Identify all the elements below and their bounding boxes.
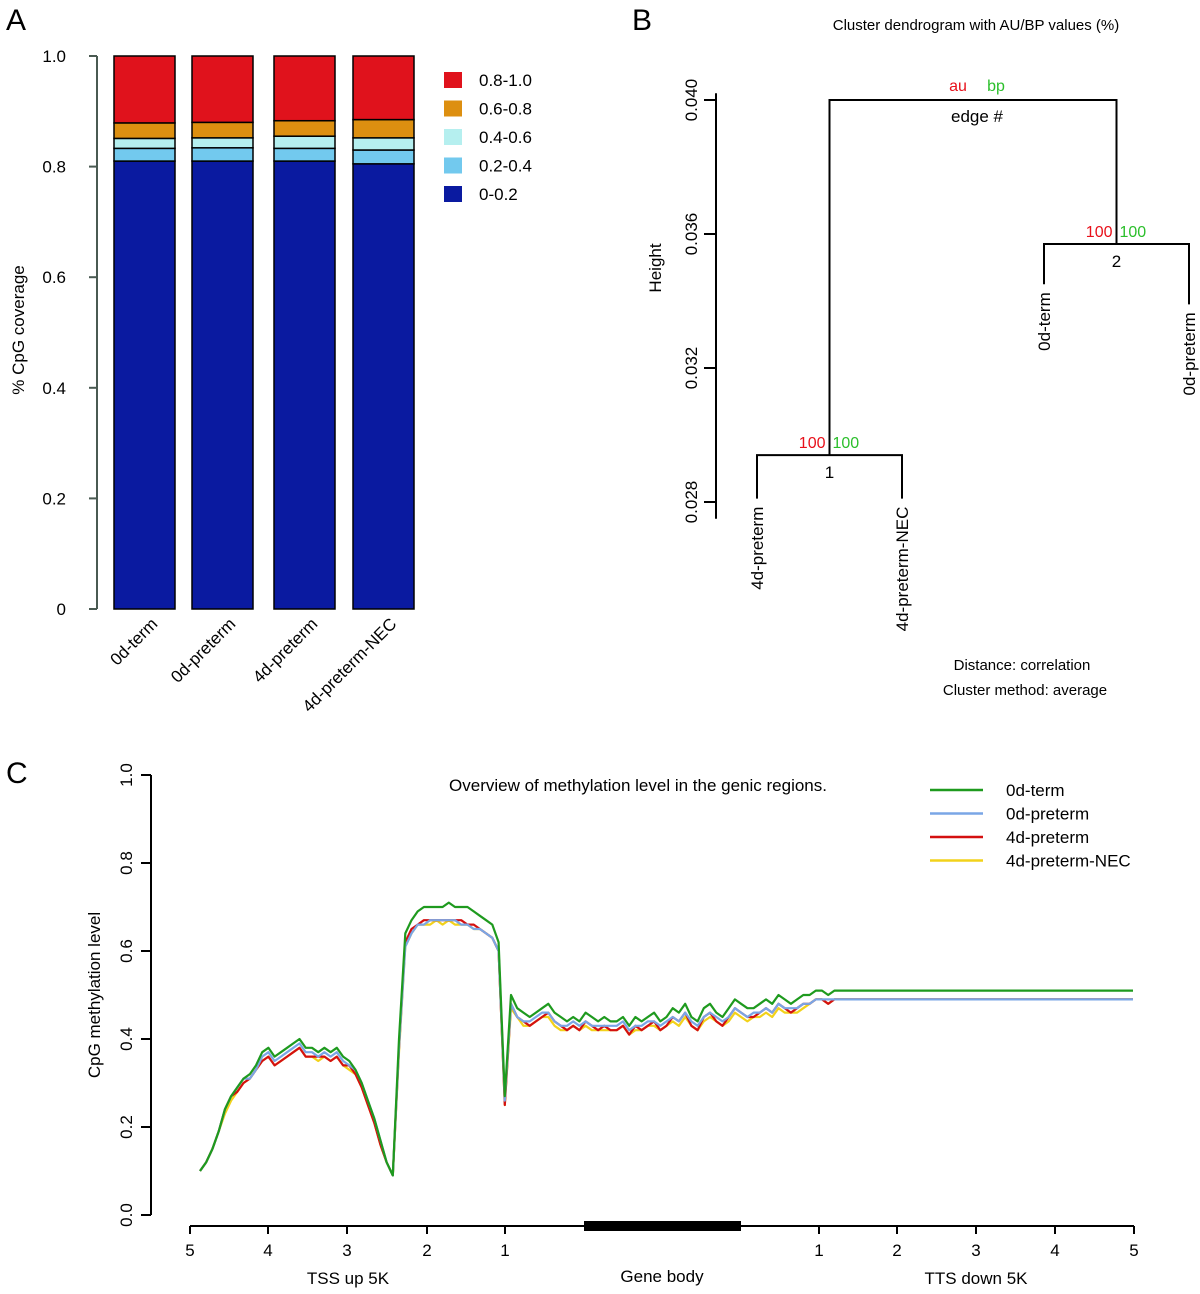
panel-a-y-tick-label: 1.0 [42, 47, 66, 66]
panel-c-x-tick-label: 1 [500, 1241, 509, 1260]
dendrogram-leaf-label: 0d-preterm [1180, 312, 1199, 395]
panel-c-y-tick-label: 1.0 [117, 763, 136, 787]
panel-b-y-axis-title: Height [646, 243, 665, 292]
bar-segment-02-04 [352, 149, 415, 165]
panel-b-title: Cluster dendrogram with AU/BP values (%) [833, 17, 1120, 34]
legend-swatch-02-04 [444, 157, 462, 174]
panel-letter-c: C [6, 757, 28, 790]
bar-segment-04-06 [352, 137, 415, 151]
bar-segment-02-04 [273, 147, 336, 162]
legend-swatch-06-08 [444, 100, 462, 117]
dendrogram-branch-root [828, 99, 1118, 456]
panel-b-y-tick-label: 0.036 [682, 213, 701, 256]
panel-c-x-tick-label: 2 [422, 1241, 431, 1260]
dendrogram-bp-value: 100 [1120, 224, 1147, 241]
bar-segment-0-02 [191, 160, 254, 610]
panel-c-x-tick-label: 4 [263, 1241, 272, 1260]
panel-c-x-tick-label: 3 [971, 1241, 980, 1260]
dendrogram-edge-number: 1 [825, 463, 834, 482]
panel-c-line-chart: Overview of methylation level in the gen… [85, 763, 1139, 1288]
panel-c-y-tick-label: 0.4 [117, 1027, 136, 1051]
bar-segment-08-10 [191, 55, 254, 124]
bar-segment-02-04 [191, 147, 254, 162]
panel-c-x-tick-label: 5 [185, 1241, 194, 1260]
panel-c-y-tick-label: 0.2 [117, 1115, 136, 1139]
panel-c-y-tick-label: 0.6 [117, 939, 136, 963]
dendrogram-leaf-label: 4d-preterm [748, 507, 767, 590]
panel-a-y-tick-label: 0.2 [42, 489, 66, 508]
panel-a-stacked-bar-chart: % CpG coverage 0 0.2 0.4 0.6 0.8 1.0 0d-term 0d… [9, 47, 532, 716]
bar-segment-06-08 [352, 118, 415, 139]
panel-c-x-tick-label: 5 [1129, 1241, 1138, 1260]
panel-c-legend-label: 0d-preterm [1006, 805, 1089, 824]
panel-a-y-tick-label: 0.6 [42, 268, 66, 287]
dendrogram-edge-header: edge # [951, 107, 1004, 126]
dendrogram-au-value: 100 [799, 435, 826, 452]
panel-c-x-tick-label: 1 [814, 1241, 823, 1260]
panel-c-y-tick-label: 0.8 [117, 851, 136, 875]
panel-a-category-label: 0d-term [106, 614, 161, 669]
series-line-4d-preterm [199, 919, 1133, 1177]
panel-c-legend-label: 4d-preterm-NEC [1006, 852, 1131, 871]
legend-label: 0-0.2 [479, 185, 518, 204]
dendrogram-leaf-label: 0d-term [1035, 292, 1054, 351]
bar-segment-04-06 [191, 137, 254, 149]
panel-letter-a: A [6, 4, 26, 37]
panel-b-y-tick-label: 0.028 [682, 481, 701, 524]
panel-c-title: Overview of methylation level in the gen… [449, 776, 827, 795]
legend-swatch-0-02 [444, 186, 462, 202]
dendrogram-method-note: Cluster method: average [943, 682, 1107, 699]
bar-segment-08-10 [113, 55, 176, 124]
panel-c-x-tick-label: 4 [1050, 1241, 1059, 1260]
series-line-0d-term [199, 901, 1133, 1177]
bar-segment-06-08 [273, 119, 336, 137]
panel-c-y-tick-label: 0.0 [117, 1203, 136, 1227]
dendrogram-au-value: 100 [1086, 224, 1113, 241]
panel-a-y-tick-label: 0.4 [42, 379, 66, 398]
bar-segment-0-02 [273, 160, 336, 610]
panel-c-legend-label: 4d-preterm [1006, 828, 1089, 847]
legend-swatch-08-10 [444, 72, 462, 88]
bar-segment-0-02 [352, 163, 415, 610]
dendrogram-bp-header: bp [987, 78, 1005, 95]
bar-segment-06-08 [191, 121, 254, 139]
bar-segment-0-02 [113, 160, 176, 610]
bar-segment-06-08 [113, 122, 176, 140]
region-label-gene-body: Gene body [620, 1267, 704, 1286]
panel-c-x-tick-label: 3 [342, 1241, 351, 1260]
legend-label: 0.4-0.6 [479, 128, 532, 147]
region-label-tss: TSS up 5K [307, 1269, 390, 1288]
legend-label: 0.6-0.8 [479, 100, 532, 119]
dendrogram-bp-value: 100 [833, 435, 860, 452]
panel-a-y-tick-label: 0 [57, 600, 66, 619]
legend-label: 0.2-0.4 [479, 157, 532, 176]
dendrogram-leaf-label: 4d-preterm-NEC [893, 507, 912, 632]
legend-label: 0.8-1.0 [479, 71, 532, 90]
gene-body-bar [584, 1221, 741, 1231]
region-label-tts: TTS down 5K [925, 1269, 1029, 1288]
panel-b-y-tick-label: 0.040 [682, 79, 701, 122]
series-line-0d-preterm [199, 919, 1133, 1177]
panel-c-y-axis-title: CpG methylation level [85, 912, 104, 1078]
panel-c-legend-label: 0d-term [1006, 781, 1065, 800]
dendrogram-edge-number: 2 [1112, 252, 1121, 271]
bar-segment-08-10 [352, 55, 415, 121]
panel-b-dendrogram: Cluster dendrogram with AU/BP values (%)… [646, 17, 1199, 699]
panel-a-category-label: 4d-preterm [249, 614, 321, 686]
legend-swatch-04-06 [444, 129, 462, 145]
series-line-4d-preterm-NEC [199, 919, 1133, 1177]
panel-a-category-label: 0d-preterm [167, 614, 239, 686]
panel-a-y-tick-label: 0.8 [42, 158, 66, 177]
panel-c-x-tick-label: 2 [892, 1241, 901, 1260]
panel-letter-b: B [632, 4, 652, 37]
panel-b-y-tick-label: 0.032 [682, 347, 701, 390]
bar-segment-04-06 [113, 137, 176, 150]
bar-segment-08-10 [273, 55, 336, 122]
bar-segment-04-06 [273, 135, 336, 150]
panel-a-y-axis-title: % CpG coverage [9, 265, 28, 394]
bar-segment-02-04 [113, 147, 176, 162]
dendrogram-au-header: au [949, 78, 967, 95]
dendrogram-distance-note: Distance: correlation [954, 657, 1091, 674]
